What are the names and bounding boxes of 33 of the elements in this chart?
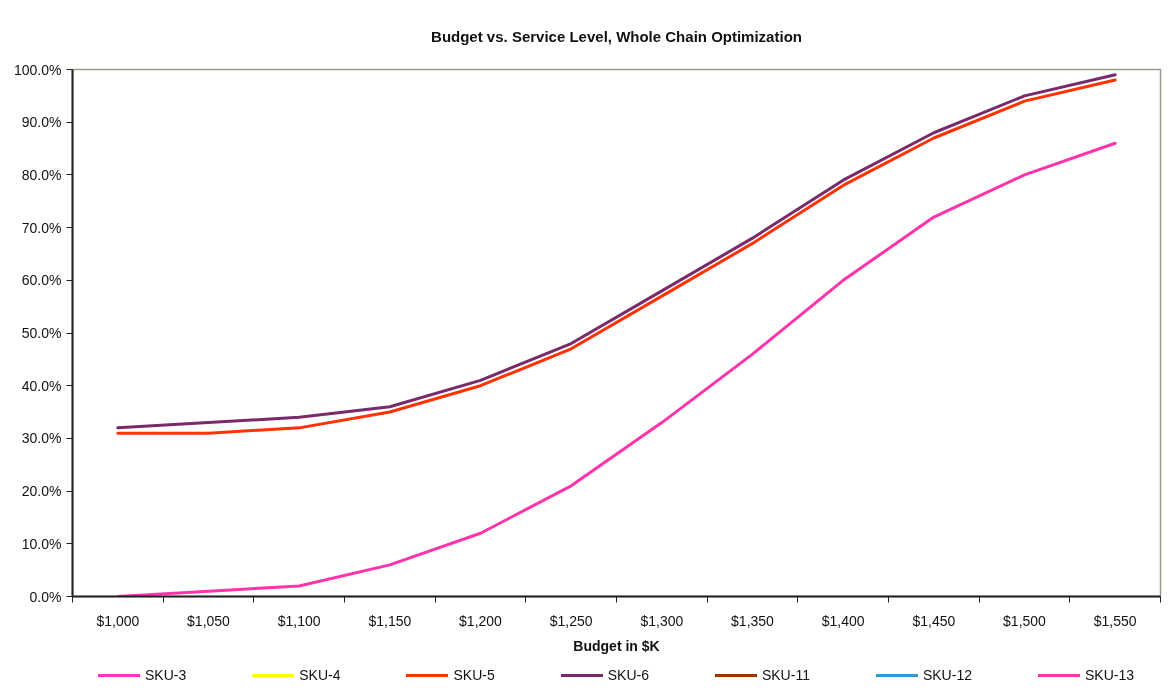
x-tick-label: $1,150 [368, 612, 412, 629]
x-axis-title: Budget in $K [573, 637, 660, 654]
x-tick-label: $1,450 [912, 612, 956, 629]
x-tick-label: $1,250 [549, 612, 593, 629]
y-tick-label: 10.0% [21, 535, 62, 552]
legend-label: SKU-12 [922, 667, 972, 683]
legend-label: SKU-5 [453, 667, 495, 683]
legend-label: SKU-4 [299, 667, 341, 683]
legend-label: SKU-13 [1084, 667, 1134, 683]
y-tick-label: 30.0% [21, 430, 62, 447]
y-tick-label: 60.0% [21, 272, 62, 289]
legend-label: SKU-6 [607, 667, 649, 683]
y-tick-label: 50.0% [21, 325, 62, 341]
y-tick-label: 20.0% [21, 483, 62, 500]
x-tick-label: $1,350 [731, 612, 775, 629]
legend-label: SKU-3 [145, 667, 187, 683]
x-tick-label: $1,200 [459, 612, 503, 629]
x-tick-label: $1,550 [1093, 612, 1137, 629]
y-tick-label: 100.0% [14, 61, 62, 78]
y-tick-label: 70.0% [21, 219, 62, 236]
x-tick-label: $1,300 [640, 612, 684, 629]
y-tick-label: 90.0% [21, 114, 62, 131]
x-tick-label: $1,000 [96, 612, 140, 629]
y-tick-label: 80.0% [21, 166, 62, 183]
x-tick-label: $1,500 [1003, 612, 1047, 629]
legend-label: SKU-11 [761, 667, 810, 683]
x-tick-label: $1,400 [821, 612, 865, 629]
line-series [116, 141, 1117, 597]
x-tick-label: $1,050 [187, 612, 231, 629]
y-tick-label: 0.0% [29, 588, 62, 605]
x-tick-label: $1,100 [277, 612, 321, 629]
chart-title: Budget vs. Service Level, Whole Chain Optimization [431, 27, 802, 45]
y-tick-label: 40.0% [21, 377, 62, 394]
